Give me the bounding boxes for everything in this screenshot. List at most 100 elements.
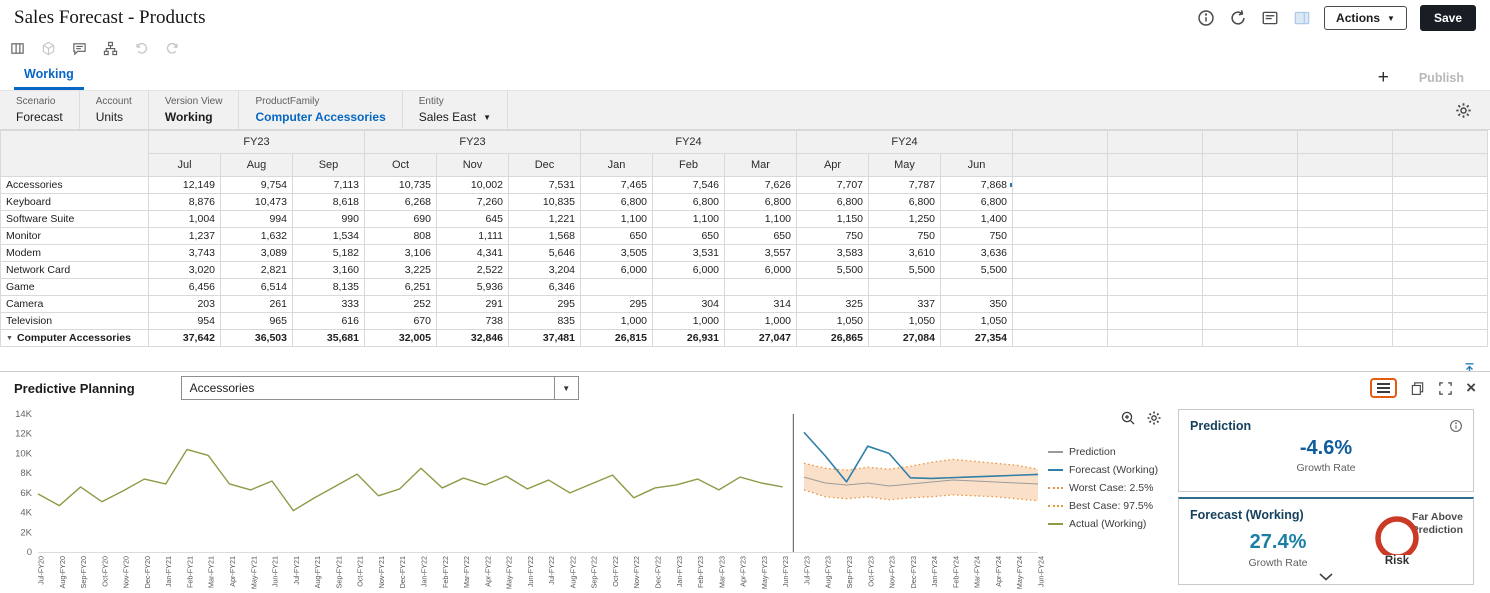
grid-cell[interactable]: 750 xyxy=(796,227,869,245)
grid-cell[interactable]: 26,931 xyxy=(652,329,725,347)
grid-cell[interactable]: 1,150 xyxy=(796,210,869,228)
empty-cell[interactable] xyxy=(1202,312,1298,330)
grid-cell[interactable]: 1,400 xyxy=(940,210,1013,228)
empty-cell[interactable] xyxy=(1202,295,1298,313)
grid-cell[interactable]: 36,503 xyxy=(220,329,293,347)
grid-cell[interactable]: 750 xyxy=(868,227,941,245)
empty-cell[interactable] xyxy=(1297,193,1393,211)
grid-cell[interactable]: 3,089 xyxy=(220,244,293,262)
grid-cell[interactable] xyxy=(868,278,941,296)
close-icon[interactable]: × xyxy=(1466,378,1476,397)
grid-cell[interactable]: 7,260 xyxy=(436,193,509,211)
empty-cell[interactable] xyxy=(1392,244,1488,262)
empty-cell[interactable] xyxy=(1392,210,1488,228)
chevron-down-icon[interactable]: ▼ xyxy=(553,377,578,399)
empty-cell[interactable] xyxy=(1012,278,1108,296)
empty-cell[interactable] xyxy=(1107,176,1203,194)
grid-cell[interactable]: 1,534 xyxy=(292,227,365,245)
empty-cell[interactable] xyxy=(1202,261,1298,279)
empty-cell[interactable] xyxy=(1012,210,1108,228)
empty-cell[interactable] xyxy=(1297,312,1393,330)
grid-cell[interactable]: 7,626 xyxy=(724,176,797,194)
grid-cell[interactable]: 2,821 xyxy=(220,261,293,279)
selection-fill-handle[interactable] xyxy=(1009,182,1012,188)
grid-cell[interactable]: 7,531 xyxy=(508,176,581,194)
grid-cell[interactable]: 1,100 xyxy=(580,210,653,228)
empty-cell[interactable] xyxy=(1392,193,1488,211)
empty-cell[interactable] xyxy=(1297,176,1393,194)
grid-cell[interactable]: 1,100 xyxy=(724,210,797,228)
grid-cell[interactable]: 750 xyxy=(940,227,1013,245)
empty-cell[interactable] xyxy=(1012,244,1108,262)
grid-cell[interactable] xyxy=(652,278,725,296)
grid-cell[interactable]: 5,646 xyxy=(508,244,581,262)
grid-cell[interactable]: 650 xyxy=(580,227,653,245)
empty-cell[interactable] xyxy=(1012,176,1108,194)
grid-cell[interactable]: 325 xyxy=(796,295,869,313)
grid-cell[interactable]: 6,800 xyxy=(796,193,869,211)
grid-cell[interactable]: 337 xyxy=(868,295,941,313)
empty-cell[interactable] xyxy=(1297,329,1393,347)
plus-icon[interactable]: + xyxy=(1377,67,1389,88)
empty-cell[interactable] xyxy=(1392,227,1488,245)
empty-cell[interactable] xyxy=(1107,261,1203,279)
grid-cell[interactable]: 4,341 xyxy=(436,244,509,262)
comment-icon[interactable] xyxy=(72,41,88,57)
empty-cell[interactable] xyxy=(1202,176,1298,194)
grid-cell[interactable]: 3,505 xyxy=(580,244,653,262)
grid-cell[interactable] xyxy=(796,278,869,296)
grid-cell[interactable]: 1,632 xyxy=(220,227,293,245)
copy-icon[interactable] xyxy=(1410,381,1425,396)
prediction-chart[interactable]: 0 2K 4K 6K 8K 10K 12K 14K Jul-FY20 Aug-FY20 Sep-FY… xyxy=(4,406,1044,593)
month-header[interactable]: Jul xyxy=(148,153,221,177)
empty-cell[interactable] xyxy=(1012,193,1108,211)
empty-cell[interactable] xyxy=(1202,244,1298,262)
empty-cell[interactable] xyxy=(1107,329,1203,347)
empty-cell[interactable] xyxy=(1107,312,1203,330)
hierarchy-icon[interactable] xyxy=(103,41,119,57)
grid-cell[interactable]: 8,135 xyxy=(292,278,365,296)
year-group-header[interactable]: FY23 xyxy=(364,130,581,154)
grid-cell[interactable]: 10,002 xyxy=(436,176,509,194)
grid-cell[interactable]: 738 xyxy=(436,312,509,330)
grid-cell[interactable]: 7,465 xyxy=(580,176,653,194)
month-header[interactable]: Mar xyxy=(724,153,797,177)
grid-cell[interactable]: 7,546 xyxy=(652,176,725,194)
grid-cell[interactable]: 6,000 xyxy=(724,261,797,279)
empty-cell[interactable] xyxy=(1392,278,1488,296)
grid-cell[interactable]: 808 xyxy=(364,227,437,245)
grid-cell[interactable]: 3,583 xyxy=(796,244,869,262)
month-header[interactable]: Jan xyxy=(580,153,653,177)
row-label[interactable]: Monitor xyxy=(0,227,149,245)
zoom-icon[interactable] xyxy=(1120,410,1136,426)
grid-cell[interactable]: 32,005 xyxy=(364,329,437,347)
grid-cell[interactable]: 37,481 xyxy=(508,329,581,347)
tab-working[interactable]: Working xyxy=(14,67,84,90)
grid-cell[interactable]: 5,500 xyxy=(940,261,1013,279)
row-label[interactable]: Accessories xyxy=(0,176,149,194)
empty-cell[interactable] xyxy=(1012,227,1108,245)
grid-cell[interactable]: 6,346 xyxy=(508,278,581,296)
empty-cell[interactable] xyxy=(1392,312,1488,330)
grid-cell[interactable]: 27,084 xyxy=(868,329,941,347)
month-header[interactable]: Dec xyxy=(508,153,581,177)
row-label[interactable]: Game xyxy=(0,278,149,296)
empty-cell[interactable] xyxy=(1297,227,1393,245)
pov-member-value[interactable]: Computer Accessories xyxy=(255,110,386,124)
grid-cell[interactable]: 6,800 xyxy=(580,193,653,211)
prediction-card[interactable]: Prediction -4.6% Growth Rate xyxy=(1178,409,1474,492)
grid-cell[interactable] xyxy=(580,278,653,296)
grid-cell[interactable]: 203 xyxy=(148,295,221,313)
empty-cell[interactable] xyxy=(1107,210,1203,228)
empty-cell[interactable] xyxy=(1297,244,1393,262)
pov-item-account[interactable]: Account Units xyxy=(80,91,149,129)
grid-cell[interactable]: 645 xyxy=(436,210,509,228)
grid-cell[interactable]: 291 xyxy=(436,295,509,313)
grid-cell[interactable]: 1,000 xyxy=(724,312,797,330)
row-label[interactable]: Camera xyxy=(0,295,149,313)
grid-cell[interactable]: 1,250 xyxy=(868,210,941,228)
month-header[interactable]: May xyxy=(868,153,941,177)
grid-cell[interactable]: 8,876 xyxy=(148,193,221,211)
month-header[interactable]: Oct xyxy=(364,153,437,177)
grid-cell[interactable]: 6,268 xyxy=(364,193,437,211)
